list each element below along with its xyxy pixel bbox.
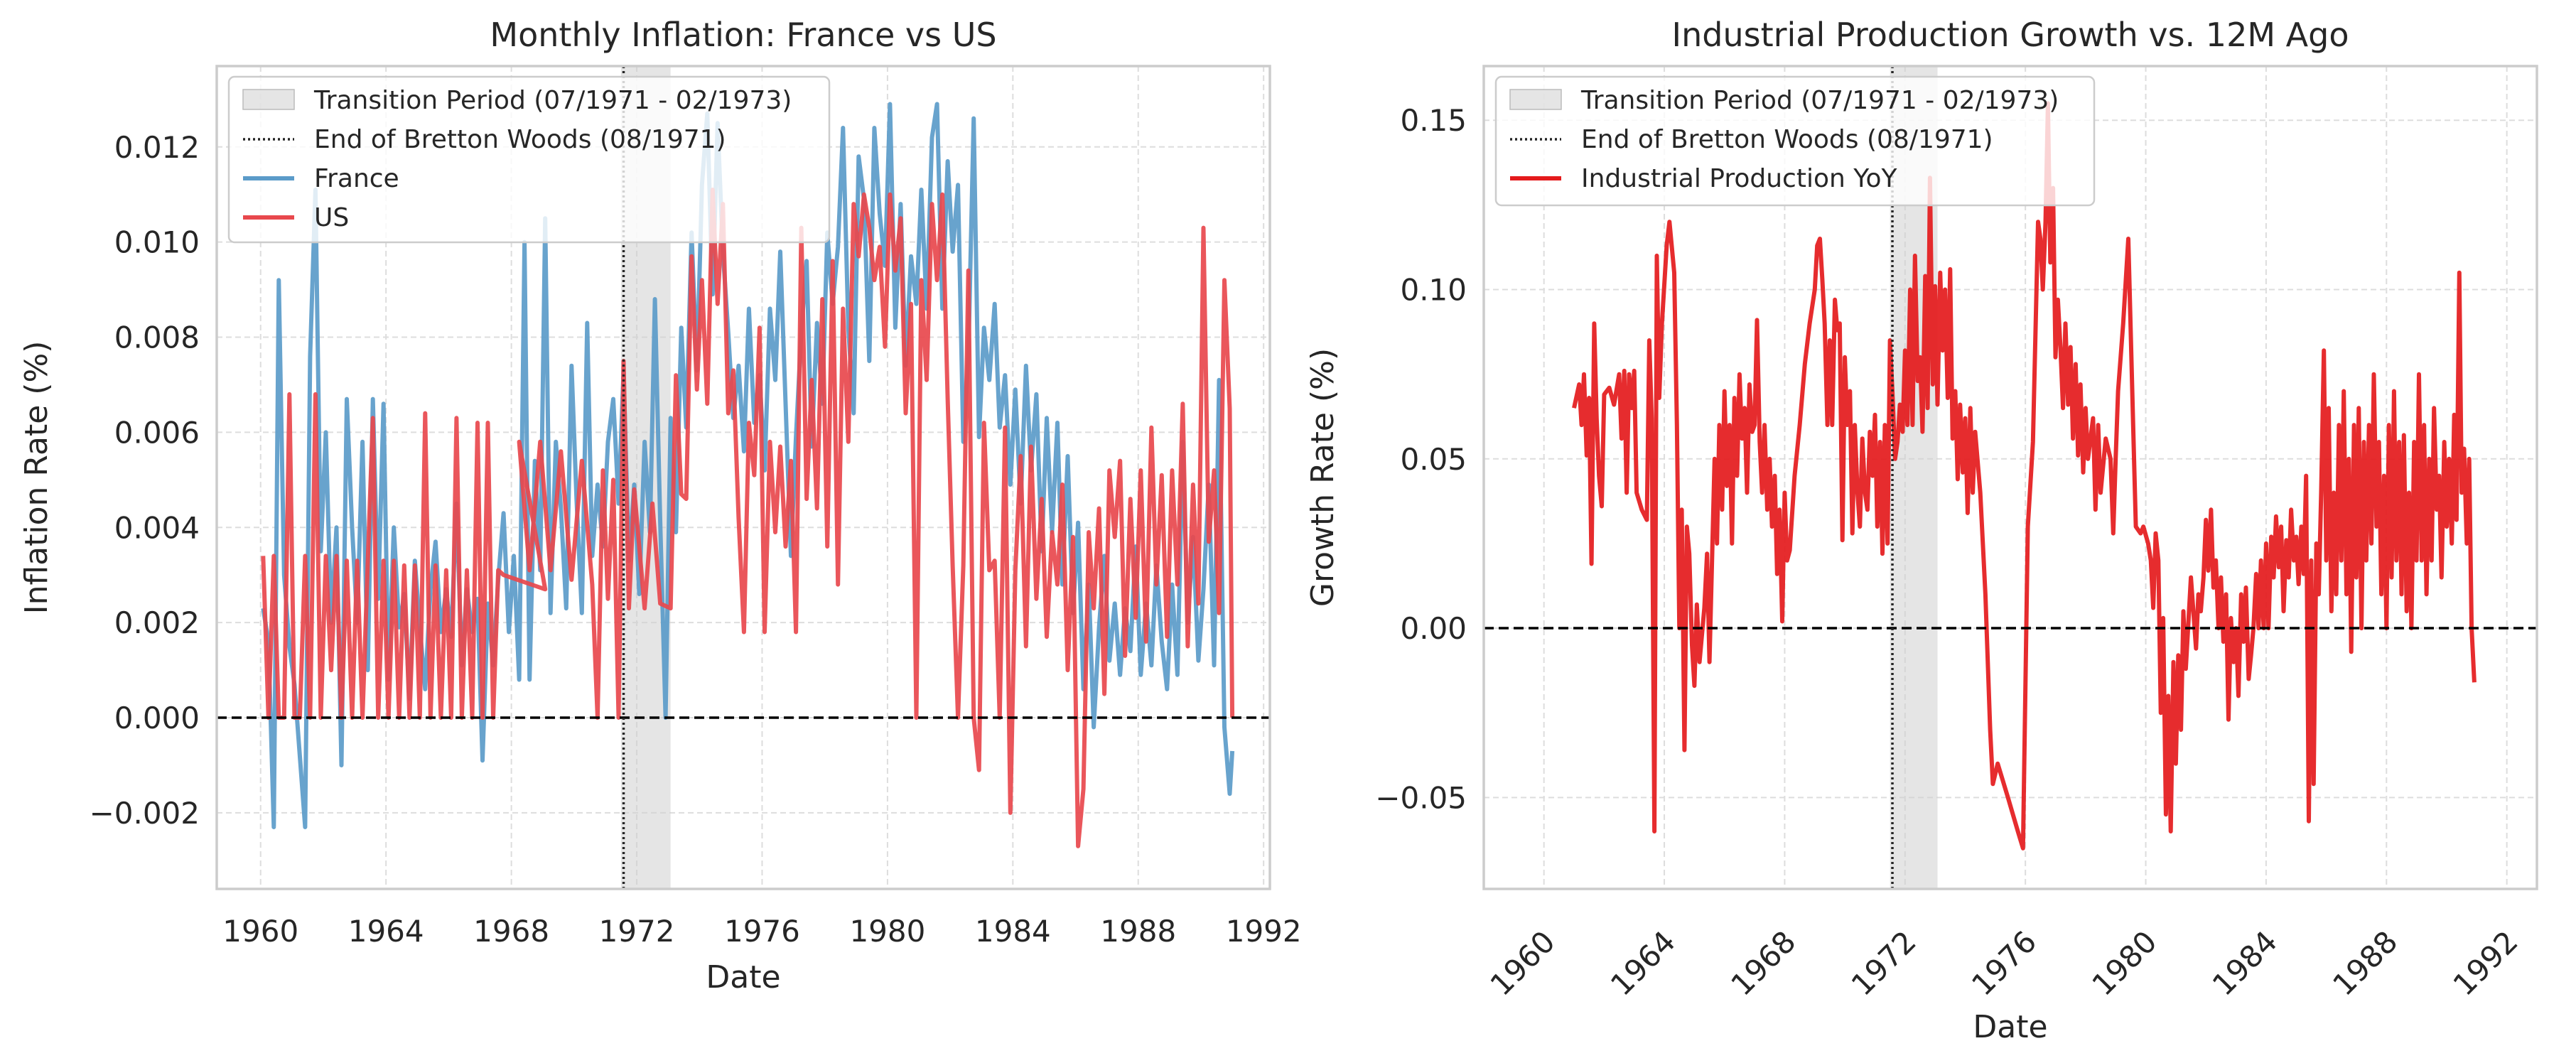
legend: Transition Period (07/1971 - 02/1973) End…	[1494, 75, 2096, 207]
industrial-production-chart: 1960 1964 1968 1972 1976 1980 1984 1988 1992 −0.0…	[1305, 16, 2538, 1045]
legend-key-transition	[1509, 89, 1562, 110]
y-axis-label: Growth Rate (%)	[1305, 348, 1341, 607]
x-tick-label: 1968	[473, 914, 549, 949]
x-tick-label: 1992	[1226, 914, 1302, 949]
x-tick-label: 1976	[724, 914, 800, 949]
x-tick-label: 1988	[1100, 914, 1176, 949]
legend-box	[1494, 75, 2096, 207]
series-line-industrial-production-yoy	[1572, 101, 2477, 851]
plot-frame	[1482, 65, 2538, 890]
chart-title: Industrial Production Growth vs. 12M Ago	[1672, 16, 2349, 54]
y-tick-label: 0.006	[114, 415, 200, 450]
y-axis-label: Inflation Rate (%)	[18, 341, 55, 615]
x-tick-label: 1988	[2326, 924, 2404, 1002]
y-tick-label: 0.004	[114, 510, 200, 545]
y-tick-label: 0.05	[1400, 442, 1467, 477]
y-tick-label: 0.15	[1400, 103, 1467, 138]
y-tick-label: 0.000	[114, 701, 200, 735]
axes-frame	[215, 65, 1271, 890]
y-tick-label: 0.010	[114, 225, 200, 260]
axes-frame	[1482, 65, 2538, 890]
x-tick-label: 1976	[1965, 924, 2043, 1002]
inflation-chart: 1960 1964 1968 1972 1976 1980 1984 1988 1992 −0.0…	[18, 16, 1302, 995]
legend-label-transition: Transition Period (07/1971 - 02/1973)	[313, 86, 792, 115]
x-tick-label: 1984	[975, 914, 1051, 949]
legend-label-transition: Transition Period (07/1971 - 02/1973)	[1580, 86, 2059, 115]
x-tick-label: 1964	[1604, 924, 1682, 1002]
plot-frame	[215, 65, 1271, 890]
x-tick-label: 1972	[599, 914, 675, 949]
x-tick-label: 1960	[222, 914, 298, 949]
x-tick-label: 1968	[1724, 924, 1802, 1002]
x-tick-label: 1992	[2446, 924, 2524, 1002]
legend-label-us: US	[314, 203, 349, 232]
y-tick-label: 0.008	[114, 320, 200, 355]
legend-label-france: France	[314, 164, 399, 193]
series-group	[1572, 101, 2477, 851]
y-tick-label: 0.10	[1400, 273, 1467, 308]
x-tick-label: 1980	[2085, 924, 2163, 1002]
legend: Transition Period (07/1971 - 02/1973) End…	[227, 75, 831, 244]
x-tick-label: 1984	[2206, 924, 2284, 1002]
legend-box	[227, 75, 831, 244]
x-tick-label: 1972	[1845, 924, 1923, 1002]
legend-label-industrial-production-yoy: Industrial Production YoY	[1581, 164, 1897, 193]
x-axis-label: Date	[1973, 1009, 2047, 1045]
y-tick-label: −0.05	[1375, 780, 1467, 815]
x-tick-label: 1964	[348, 914, 424, 949]
x-tick-label: 1960	[1484, 924, 1562, 1002]
y-tick-label: 0.012	[114, 130, 200, 165]
y-tick-label: 0.00	[1400, 611, 1467, 646]
y-tick-label: 0.002	[114, 605, 200, 640]
x-tick-label: 1980	[849, 914, 925, 949]
legend-label-bretton-woods: End of Bretton Woods (08/1971)	[314, 125, 726, 154]
reference-lines	[217, 66, 1270, 889]
tick-labels: 1960 1964 1968 1972 1976 1980 1984 1988 1992 −0.0…	[90, 130, 1302, 949]
legend-label-bretton-woods: End of Bretton Woods (08/1971)	[1581, 125, 1993, 154]
chart-title: Monthly Inflation: France vs US	[490, 16, 996, 54]
reference-lines	[1484, 66, 2537, 889]
series-group	[261, 102, 1235, 848]
legend-key-transition	[242, 89, 295, 110]
x-axis-label: Date	[706, 959, 780, 995]
y-tick-label: −0.002	[90, 796, 200, 831]
series-line-us	[261, 188, 1235, 848]
